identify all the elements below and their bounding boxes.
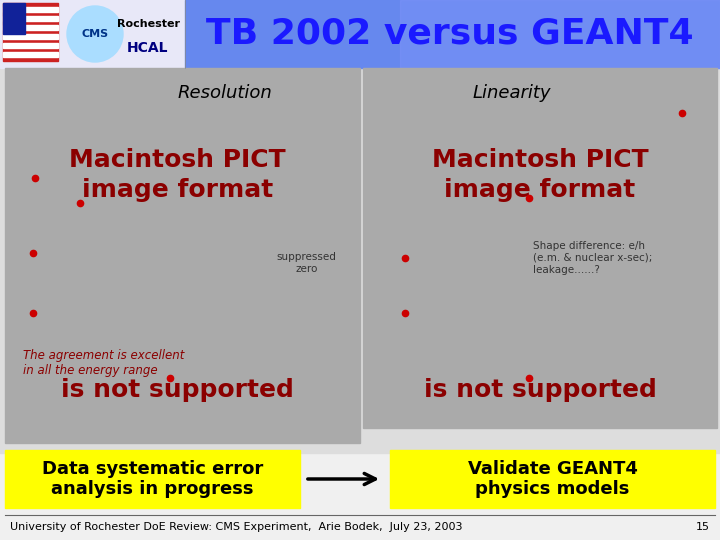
Bar (3, 3, 25, 35)
Text: Macintosh PICT: Macintosh PICT (432, 148, 648, 172)
Bar (400, 0, 720, 68)
Bar (3, 34, 58, 39)
Bar (0, 68, 720, 453)
Text: suppressed
zero: suppressed zero (276, 252, 337, 274)
Text: is not supported: is not supported (423, 378, 657, 402)
Text: Validate GEANT4
physics models: Validate GEANT4 physics models (467, 460, 637, 498)
Text: Linearity: Linearity (472, 84, 551, 102)
Bar (3, 52, 58, 57)
Text: University of Rochester DoE Review: CMS Experiment,  Arie Bodek,  July 23, 2003: University of Rochester DoE Review: CMS … (10, 522, 462, 532)
Text: Data systematic error
analysis in progress: Data systematic error analysis in progre… (42, 460, 263, 498)
Text: HCAL: HCAL (127, 41, 168, 55)
Bar (3, 16, 58, 21)
Bar (5, 450, 300, 508)
Bar (3, 3, 58, 61)
Bar (3, 43, 58, 48)
Text: is not supported: is not supported (61, 378, 294, 402)
Circle shape (67, 6, 123, 62)
Bar (363, 68, 717, 428)
Text: Rochester: Rochester (117, 19, 179, 29)
Bar (390, 450, 715, 508)
Bar (0, 0, 185, 68)
Text: Resolution: Resolution (178, 84, 272, 102)
Bar (0, 0, 720, 68)
Text: Macintosh PICT: Macintosh PICT (69, 148, 286, 172)
Text: CMS: CMS (81, 29, 109, 39)
Text: TB 2002 versus GEANT4: TB 2002 versus GEANT4 (206, 17, 694, 51)
Text: image format: image format (82, 178, 273, 202)
Bar (3, 25, 58, 30)
Text: The agreement is excellent
in all the energy range: The agreement is excellent in all the en… (23, 349, 184, 377)
Text: 15: 15 (696, 522, 710, 532)
Bar (185, 0, 720, 68)
Bar (3, 8, 58, 12)
Bar (5, 68, 360, 443)
Text: image format: image format (444, 178, 636, 202)
Text: Shape difference: e/h
(e.m. & nuclear x-sec);
leakage......?: Shape difference: e/h (e.m. & nuclear x-… (533, 241, 652, 275)
